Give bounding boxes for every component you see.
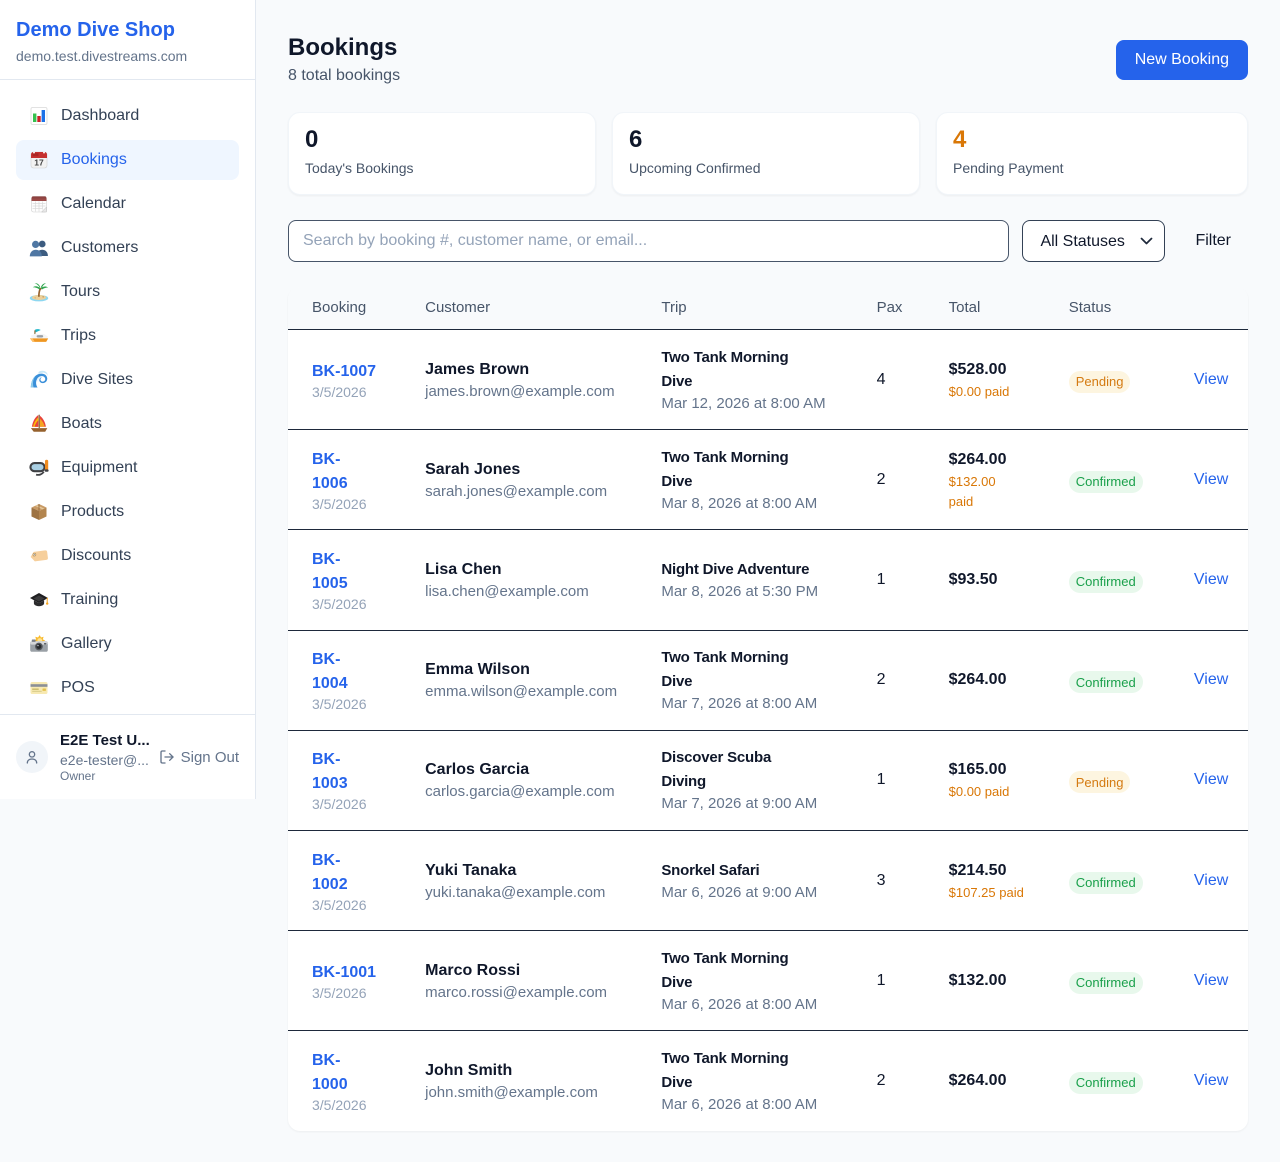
svg-text:17: 17 — [34, 158, 44, 168]
